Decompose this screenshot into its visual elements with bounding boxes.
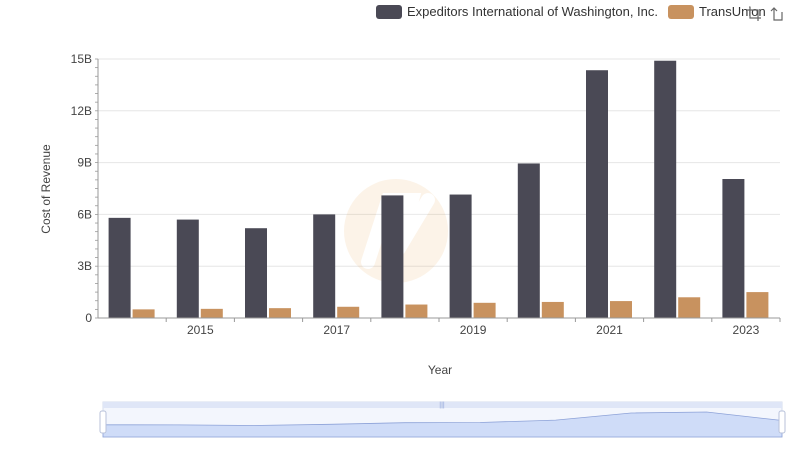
- y-tick-label: 15B: [71, 52, 92, 66]
- legend-item-transunion[interactable]: TransUnion: [668, 4, 766, 19]
- legend-swatch-expeditors: [376, 4, 402, 19]
- data-zoom-slider[interactable]: |||: [99, 401, 786, 438]
- y-axis-title: Cost of Revenue: [39, 144, 53, 234]
- bar-transunion-2015[interactable]: [200, 308, 223, 318]
- y-axis: 0 3B 6B 9B 12B 15B: [71, 52, 99, 325]
- bar-transunion-2020[interactable]: [541, 301, 564, 318]
- data-zoom-grip-icon[interactable]: |||: [439, 402, 445, 409]
- bar-transunion-2016[interactable]: [269, 308, 291, 318]
- bar-transunion-2021[interactable]: [610, 301, 632, 318]
- y-tick-label: 9B: [77, 156, 92, 170]
- bar-transunion-2018[interactable]: [405, 304, 428, 318]
- restore-icon[interactable]: [768, 6, 784, 22]
- y-tick-label: 3B: [77, 259, 92, 273]
- data-zoom-right-handle[interactable]: [778, 410, 786, 434]
- legend-label-transunion: TransUnion: [699, 4, 766, 19]
- y-tick-label: 12B: [71, 104, 92, 118]
- x-axis: 2015 2017 2019 2021 2023: [98, 317, 781, 337]
- y-tick-label: 0: [85, 311, 92, 325]
- bar-expeditors-2017[interactable]: [313, 214, 336, 318]
- x-tick-label: 2015: [187, 323, 214, 337]
- bar-transunion-2022[interactable]: [678, 297, 701, 318]
- legend-item-expeditors[interactable]: Expeditors International of Washington, …: [376, 4, 658, 19]
- bars-group: [108, 60, 769, 319]
- bar-transunion-2017[interactable]: [337, 306, 360, 318]
- bar-expeditors-2023[interactable]: [722, 179, 745, 318]
- y-tick-label: 6B: [77, 207, 92, 221]
- bar-expeditors-2015[interactable]: [176, 219, 199, 318]
- x-tick-label: 2017: [323, 323, 350, 337]
- bar-expeditors-2014[interactable]: [108, 217, 131, 318]
- bar-expeditors-2016[interactable]: [245, 228, 267, 318]
- bar-expeditors-2021[interactable]: [586, 70, 608, 319]
- data-zoom-top-bar[interactable]: [103, 402, 782, 408]
- bar-transunion-2019[interactable]: [473, 302, 496, 318]
- bar-expeditors-2019[interactable]: [449, 194, 472, 318]
- bar-expeditors-2022[interactable]: [654, 60, 677, 319]
- data-zoom-left-handle[interactable]: [99, 410, 107, 434]
- chart-toolbox: [746, 6, 784, 22]
- x-tick-label: 2019: [460, 323, 487, 337]
- chart-legend: Expeditors International of Washington, …: [376, 4, 776, 19]
- legend-label-expeditors: Expeditors International of Washington, …: [407, 4, 658, 19]
- bar-transunion-2023[interactable]: [746, 292, 769, 318]
- bar-expeditors-2018[interactable]: [381, 195, 404, 318]
- bar-transunion-2014[interactable]: [132, 309, 155, 318]
- zoom-icon[interactable]: [746, 6, 762, 22]
- bar-expeditors-2020[interactable]: [517, 163, 540, 318]
- x-axis-title: Year: [428, 363, 452, 377]
- x-tick-label: 2023: [733, 323, 760, 337]
- x-tick-label: 2021: [596, 323, 623, 337]
- legend-swatch-transunion: [668, 4, 694, 19]
